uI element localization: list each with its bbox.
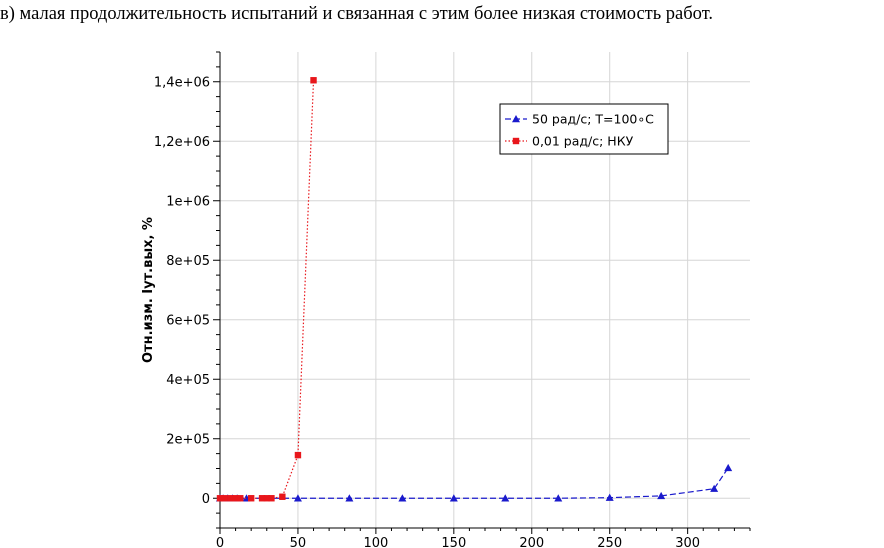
legend-label: 0,01 рад/с; НКУ	[532, 134, 634, 149]
x-tick-label: 50	[290, 536, 307, 548]
x-tick-label: 300	[675, 536, 700, 548]
caption-text: в) малая продолжительность испытаний и с…	[0, 4, 714, 24]
legend-marker	[512, 137, 520, 145]
data-point	[501, 494, 510, 502]
data-point	[268, 495, 275, 502]
series-line	[220, 467, 729, 499]
x-tick-label: 200	[519, 536, 544, 548]
data-point	[345, 494, 354, 502]
y-tick-label: 2e+05	[166, 432, 210, 447]
data-point	[258, 495, 266, 502]
data-point	[554, 494, 563, 502]
data-point	[724, 463, 733, 472]
legend-label: 50 рад/с; T=100∘C	[532, 112, 654, 127]
x-tick-label: 150	[441, 536, 466, 548]
series-red-squares	[216, 77, 317, 502]
data-point	[293, 494, 302, 502]
legend-marker	[512, 115, 520, 123]
data-point	[449, 494, 458, 502]
data-point	[247, 495, 255, 502]
data-point	[227, 495, 235, 502]
data-point	[294, 451, 302, 459]
data-point	[279, 493, 286, 500]
data-point	[232, 495, 239, 502]
data-point	[310, 77, 317, 84]
y-tick-label: 1,4e+06	[154, 75, 210, 90]
data-point	[398, 494, 407, 502]
y-tick-label: 0	[202, 492, 210, 507]
y-tick-label: 4e+05	[166, 373, 210, 388]
data-point	[605, 493, 614, 501]
y-tick-label: 1,2e+06	[154, 135, 210, 150]
y-tick-label: 8e+05	[166, 254, 210, 269]
legend: 50 рад/с; T=100∘C 0,01 рад/с; НКУ	[499, 103, 669, 155]
y-axis-ticks: 0 2e+05 4e+05 6e+05 8e+05 1e+06 1,2e+06 1,4e+06	[154, 51, 220, 529]
x-axis-ticks: 0 50 100 150 200 250 300	[216, 528, 751, 548]
x-tick-label: 100	[363, 536, 388, 548]
data-point	[216, 495, 224, 502]
series-blue-triangles	[216, 463, 733, 502]
y-tick-label: 6e+05	[166, 313, 210, 328]
y-tick-label: 1e+06	[166, 194, 210, 209]
data-point	[263, 495, 270, 502]
data-point	[221, 495, 228, 502]
data-point	[657, 491, 666, 500]
data-point	[237, 495, 244, 502]
x-tick-label: 250	[597, 536, 622, 548]
x-tick-label: 0	[216, 536, 224, 548]
legend-box	[499, 103, 669, 155]
y-axis-label: Отн.изм. Iут.вых, %	[141, 217, 156, 363]
series-layer	[216, 77, 733, 502]
series-line	[220, 80, 315, 499]
data-point	[710, 484, 719, 492]
